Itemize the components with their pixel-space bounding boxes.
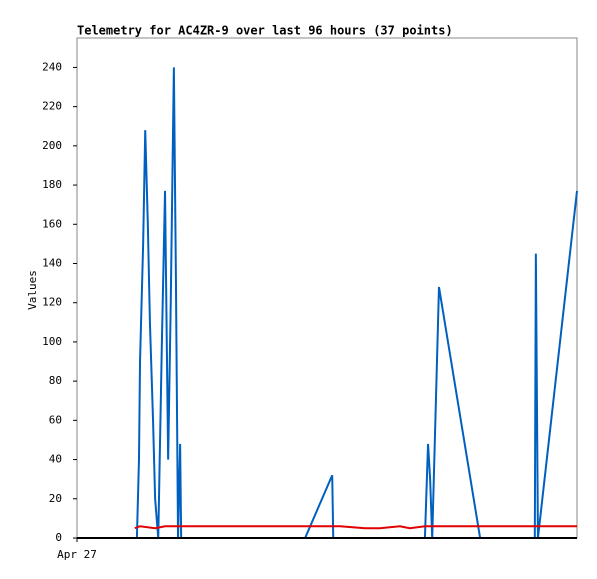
y-tick-label: 100 <box>42 335 62 348</box>
y-tick-label: 60 <box>49 413 62 426</box>
y-tick-label: 20 <box>49 492 62 505</box>
y-tick-label: 80 <box>49 374 62 387</box>
y-tick-label: 120 <box>42 296 62 309</box>
y-tick-label: 180 <box>42 178 62 191</box>
series-line <box>134 525 577 530</box>
y-tick-label: 200 <box>42 139 62 152</box>
y-tick-label: 140 <box>42 256 62 269</box>
y-axis-label: Values <box>26 270 39 310</box>
series-line <box>135 67 578 539</box>
y-tick-label: 0 <box>55 531 62 544</box>
y-tick-label: 160 <box>42 217 62 230</box>
plot-frame <box>76 37 578 539</box>
y-tick-label: 220 <box>42 100 62 113</box>
y-tick-label: 240 <box>42 60 62 73</box>
x-tick-label: Apr 27 <box>57 548 97 561</box>
chart-title: Telemetry for AC4ZR-9 over last 96 hours… <box>77 24 453 38</box>
y-tick-label: 40 <box>49 453 62 466</box>
